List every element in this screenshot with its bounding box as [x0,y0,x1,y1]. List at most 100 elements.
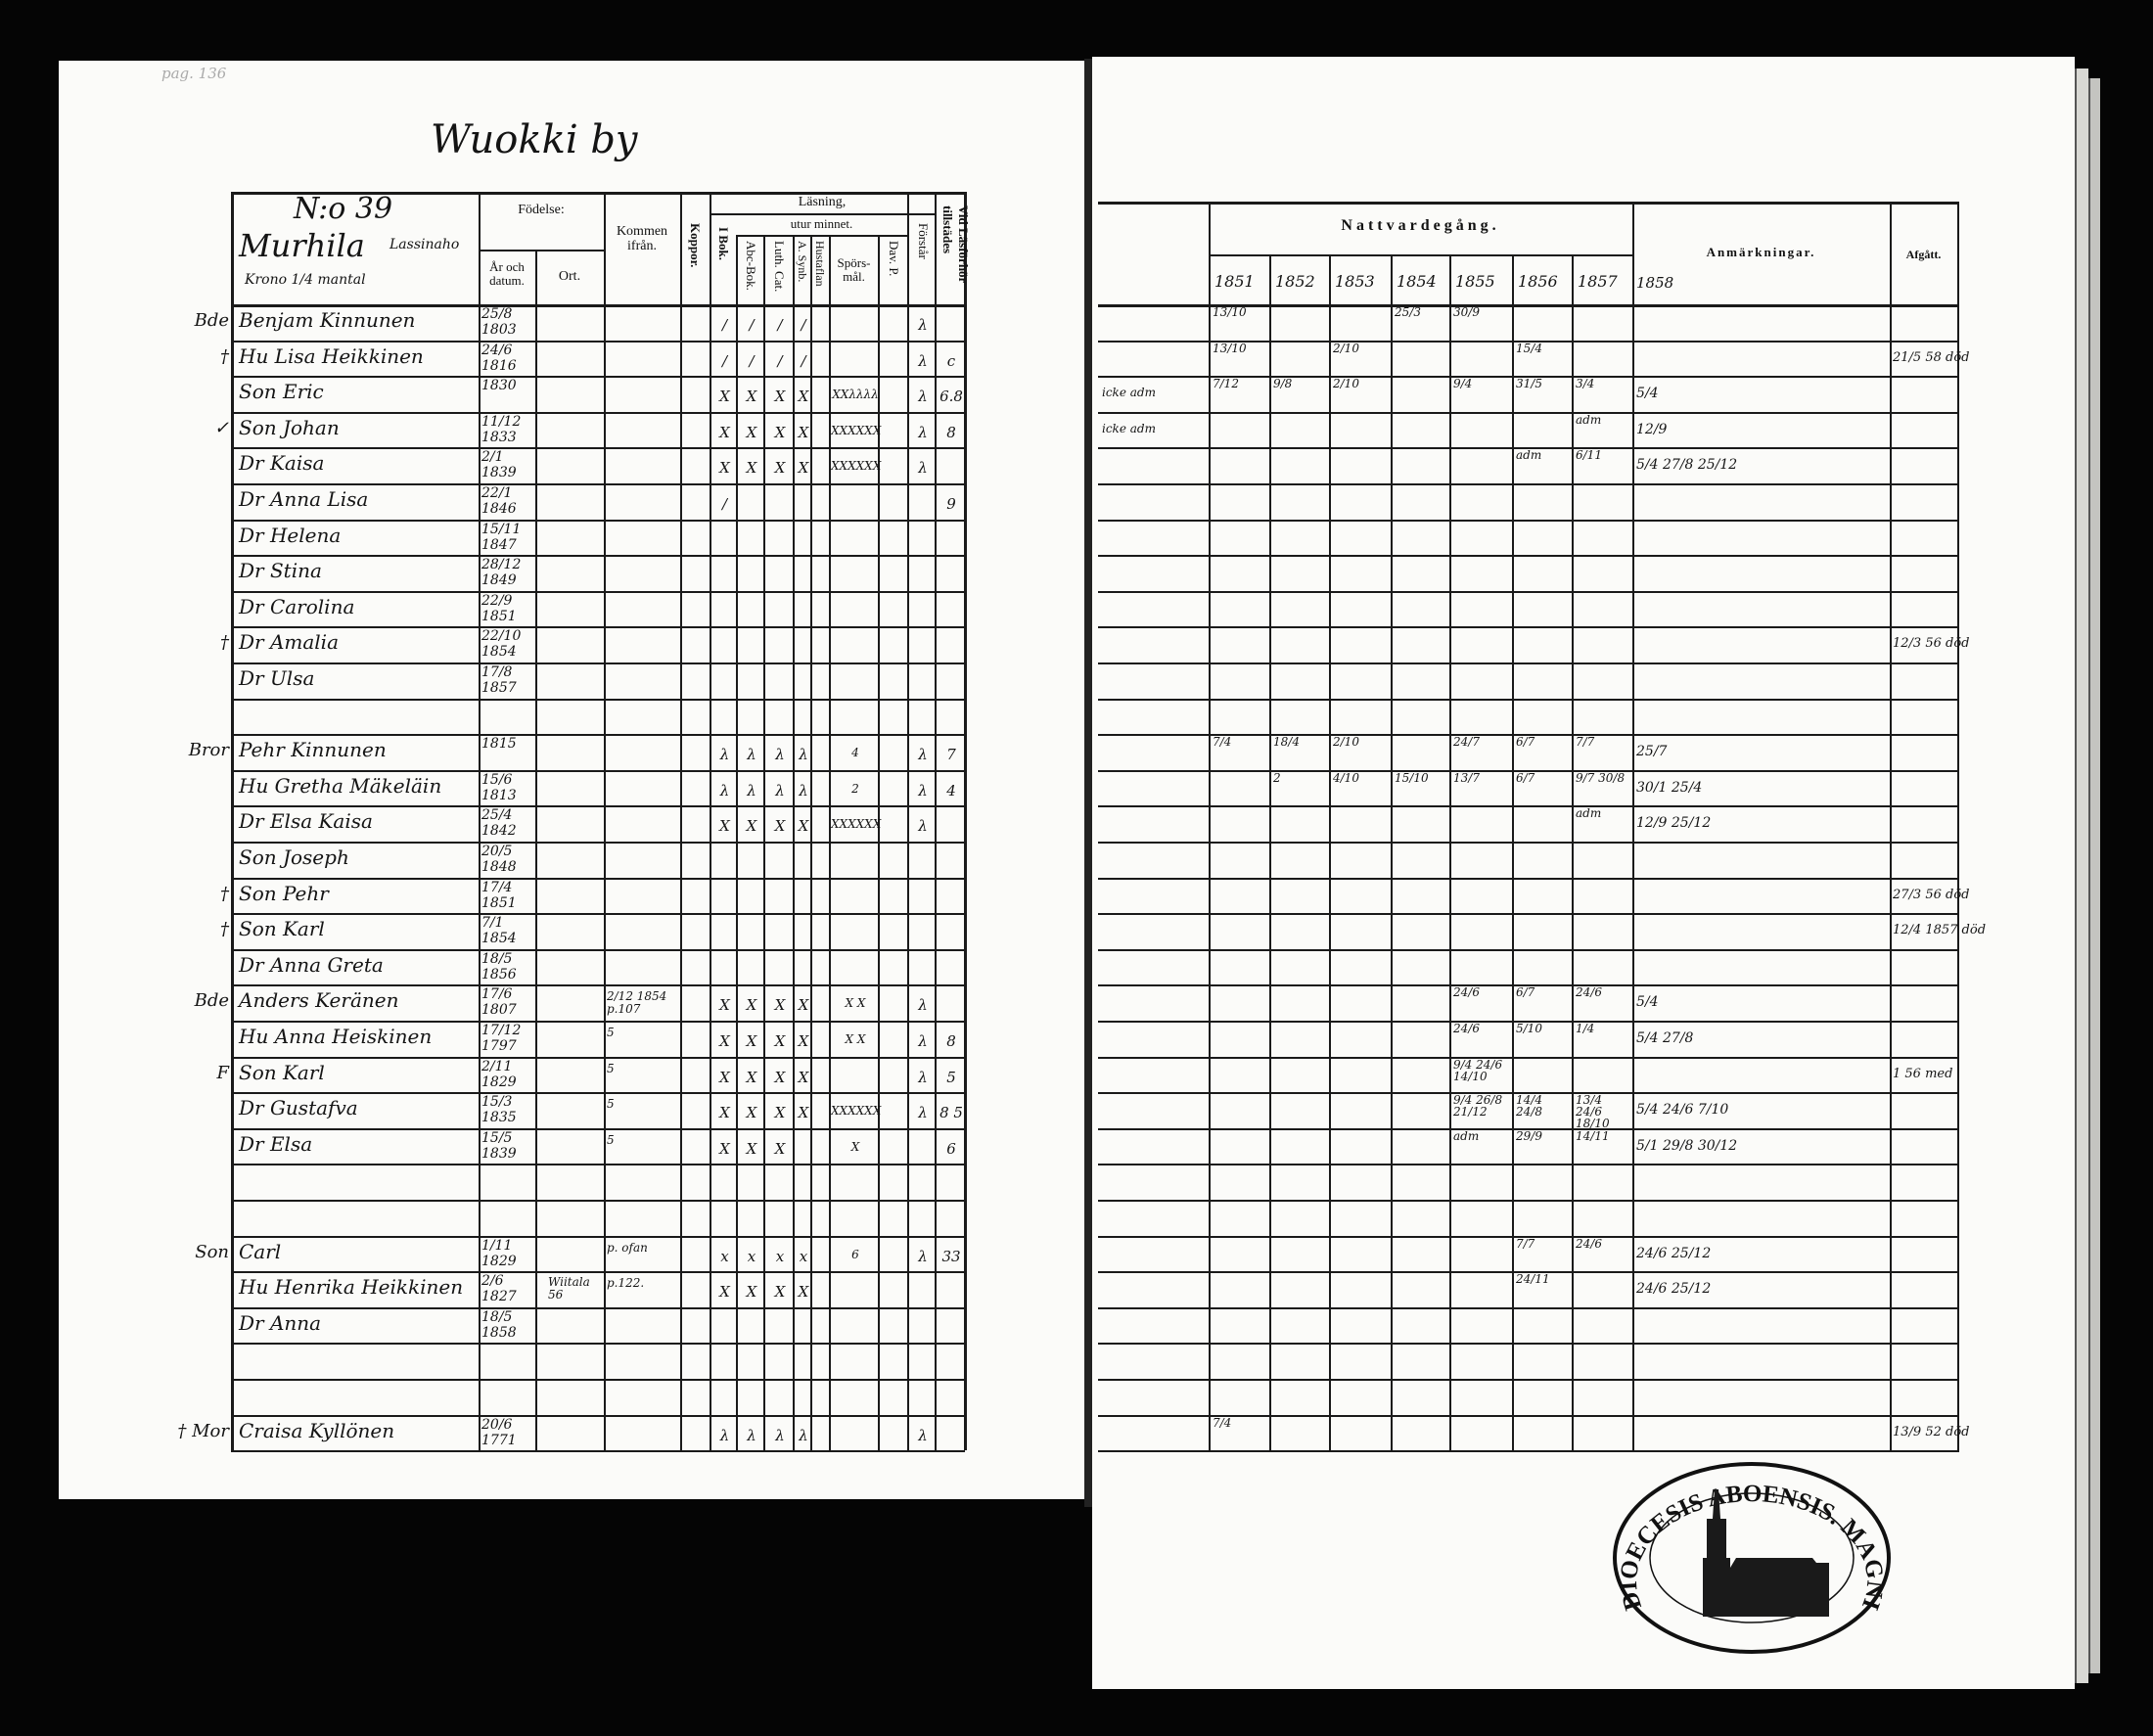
row-rule [1098,769,1959,772]
reading-luth-cat: X [774,996,786,1015]
page-edge [2088,78,2100,1673]
row-rule [1098,1200,1959,1202]
reading-luth-cat: λ [775,781,785,799]
row-margin-mark: † [220,919,229,940]
person-name: Dr Carolina [239,594,355,618]
birth-date: 17/8 1857 [481,664,517,696]
person-name: Son Karl [239,917,325,941]
remarks: 5/4 [1636,994,1659,1011]
person-name: Dr Anna [239,1310,322,1335]
header-year: 1855 [1455,272,1495,291]
reading-i-bok: X [719,1104,730,1122]
reading-forstar: λ [918,996,928,1015]
communion-1855: 9/4 26/8 21/12 [1453,1093,1503,1119]
column-rule [535,250,537,1451]
person-name: Pehr Kinnunen [239,738,387,762]
communion-1851: 7/12 [1213,377,1239,391]
row-rule [1098,805,1959,808]
person-name: Hu Lisa Heikkinen [239,343,424,368]
row-rule [231,519,965,522]
header-ar-och-datum: År och datum. [489,259,525,288]
reading-abc-bok: / [749,316,755,334]
reading-luth-cat: / [777,351,783,370]
row-rule [1098,913,1959,916]
column-rule [964,192,967,1451]
row-rule [231,1306,965,1309]
communion-1856: 5/10 [1516,1022,1542,1035]
communion-1857: 1/4 [1576,1022,1595,1035]
reading-a-synb: X [798,996,809,1015]
row-rule [1098,1021,1959,1023]
header-sporsmal: Spörs-mål. [837,255,871,284]
person-name: Dr Stina [239,559,322,583]
column-rule [1890,202,1892,1451]
reading-sporsmal: X X [845,1032,866,1046]
left-page [59,61,1086,1499]
reading-lasforhor: 8 [946,423,956,441]
person-name: Son Pehr [239,881,329,905]
reading-i-bok: / [721,316,728,334]
table-top-rule [231,192,965,195]
reading-forstar: λ [918,781,928,799]
communion-1852: 2 [1273,770,1281,785]
row-margin-mark: Bde [194,310,229,331]
person-name: Hu Henrika Heikkinen [239,1275,464,1300]
row-rule [231,769,965,772]
departed: 27/3 56 död [1893,887,1970,902]
right-margin-note: icke adm [1102,386,1156,400]
column-rule [1269,254,1271,1451]
birth-date: 15/3 1835 [481,1094,517,1126]
moved-from: 5 [607,1097,615,1112]
person-name: Anders Keränen [239,988,399,1013]
reading-lasforhor: 33 [941,1247,961,1265]
reading-lasforhor: c [946,351,956,370]
row-rule [1098,1235,1959,1238]
reading-a-synb: λ [799,746,808,764]
reading-forstar: λ [918,746,928,764]
reading-sporsmal: XXXXXX [831,1104,882,1119]
row-rule [1098,1414,1959,1417]
header-forstar: Förstår [916,223,931,259]
communion-1854: 15/10 [1395,770,1429,785]
row-rule [231,340,965,343]
communion-1854: 25/3 [1395,305,1421,319]
communion-1855: 9/4 [1453,377,1473,391]
reading-i-bok: / [721,351,728,370]
birth-date: 20/5 1848 [481,844,517,875]
reading-a-synb: / [801,316,806,334]
birth-date: 22/9 1851 [481,592,517,624]
reading-forstar: λ [918,316,928,334]
person-name: Son Johan [239,415,340,439]
moved-from: 5 [607,1026,615,1039]
person-name: Craisa Kyllönen [239,1418,395,1442]
person-name: Dr Ulsa [239,666,315,690]
row-margin-mark: F [216,1062,230,1083]
communion-1856: 6/7 [1516,770,1535,785]
header-year: 1857 [1578,272,1618,291]
communion-1857: 6/11 [1576,448,1602,463]
row-rule [1098,984,1959,987]
row-rule [231,1271,965,1274]
reading-a-synb: X [798,817,809,836]
reading-abc-bok: X [746,1139,757,1158]
birth-place: Wiitala 56 [548,1275,590,1302]
header-rule [1209,254,1632,256]
birth-date: 25/4 1842 [481,807,517,840]
header-utur-minnet: utur minnet. [790,216,853,231]
header-year-1858: 1858 [1636,274,1674,292]
row-rule [231,376,965,379]
person-name: Dr Elsa [239,1131,313,1156]
row-rule [231,626,965,629]
birth-date: 15/5 1839 [481,1129,517,1162]
reading-lasforhor: 4 [946,781,956,799]
birth-date: 17/4 1851 [481,879,517,911]
row-margin-mark: Son [195,1241,229,1262]
row-rule [1098,662,1959,664]
communion-1857: 24/6 [1576,1236,1602,1251]
column-rule [231,192,234,1451]
communion-1851: 13/10 [1213,305,1247,319]
person-name: Hu Anna Heiskinen [239,1025,433,1048]
page-edge [2075,69,2088,1683]
remarks: 30/1 25/4 [1636,779,1703,796]
row-rule [1098,1164,1959,1166]
